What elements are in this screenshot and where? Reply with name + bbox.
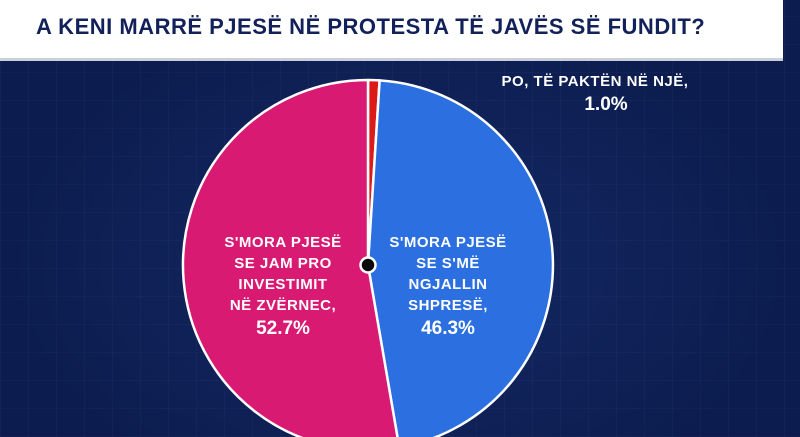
pie-slice-shprese [366, 79, 555, 437]
chart-title: A KENI MARRË PJESË NË PROTESTA TË JAVËS … [36, 14, 706, 39]
slice-value-shprese: 46.3% [421, 318, 475, 339]
pie-center-dot [359, 256, 377, 274]
slice-label-zvernec-line-4: NË ZVËRNEC, [230, 297, 336, 314]
slice-label-zvernec-line-1: S'MORA PJESË [224, 234, 341, 251]
pie-slice-zvernec [181, 78, 399, 437]
pie-labels: PO, TË PAKTËN NË NJË, 1.0% S'MORA PJESË … [224, 73, 688, 339]
slice-label-zvernec-line-2: SE JAM PRO [234, 255, 332, 272]
slice-label-shprese-line-4: SHPRESË, [408, 297, 488, 314]
slice-label-shprese-line-2: SE S'MË [416, 255, 480, 272]
slice-label-po-line-1: PO, TË PAKTËN NË NJË, [502, 73, 689, 90]
slice-label-zvernec-line-3: INVESTIMIT [238, 276, 327, 293]
slice-label-shprese-line-1: S'MORA PJESË [389, 234, 506, 251]
slice-value-po: 1.0% [584, 94, 627, 115]
pie-slices [181, 78, 555, 437]
slice-label-shprese-line-3: NGJALLIN [409, 276, 488, 293]
slice-value-zvernec: 52.7% [256, 318, 310, 339]
header-bar: A KENI MARRË PJESË NË PROTESTA TË JAVËS … [0, 0, 783, 61]
